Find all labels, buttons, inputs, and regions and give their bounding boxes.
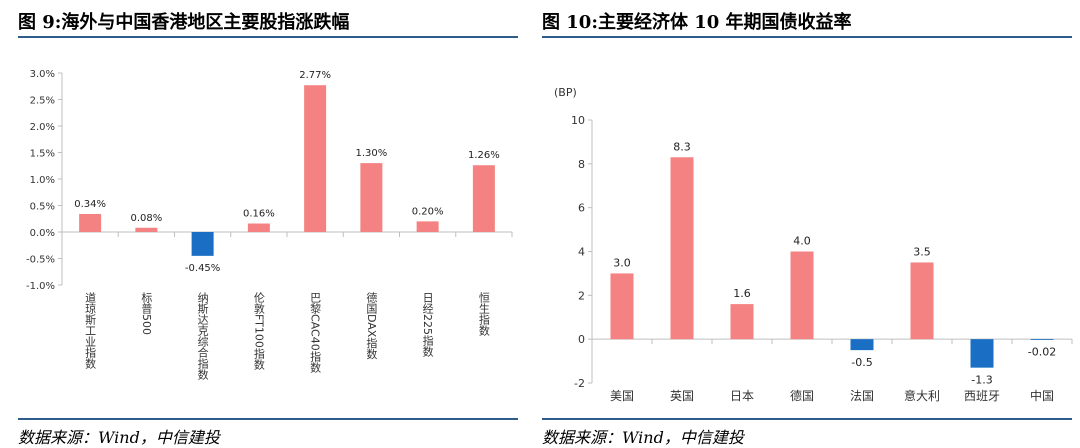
data-label: 3.5 xyxy=(913,245,931,258)
x-category-label: 意大利 xyxy=(904,388,940,403)
y-tick-label: 1.0% xyxy=(30,175,55,186)
x-category-label: 法国 xyxy=(850,389,874,403)
bar xyxy=(191,232,214,256)
left-footer-rule xyxy=(18,418,518,420)
bar xyxy=(79,213,102,232)
y-tick-label: 2.0% xyxy=(30,122,55,133)
data-label: -0.45% xyxy=(185,263,220,274)
bar xyxy=(472,165,495,232)
bar xyxy=(610,273,634,340)
x-category-label: 西班牙 xyxy=(964,389,1000,403)
bar xyxy=(910,262,934,340)
right-chart-title: 图 10:主要经济体 10 年期国债收益率 xyxy=(542,12,852,33)
x-category-label: 德国DAX指数 xyxy=(365,291,378,360)
data-label: 1.6 xyxy=(733,287,751,300)
x-category-label: 标普500 xyxy=(140,291,153,335)
y-tick-label: 0.5% xyxy=(30,202,55,213)
y-tick-label: 2 xyxy=(578,289,585,302)
bar xyxy=(135,227,158,232)
data-label: 2.77% xyxy=(299,70,331,81)
y-tick-label: 8 xyxy=(578,158,585,171)
bar xyxy=(247,223,270,232)
data-label: 3.0 xyxy=(613,256,631,269)
data-label: -0.02 xyxy=(1028,346,1056,359)
y-tick-label: 0.0% xyxy=(30,228,55,239)
data-label: 0.16% xyxy=(243,209,275,220)
data-label: -0.5 xyxy=(851,356,872,369)
x-category-label: 美国 xyxy=(610,389,634,403)
bar xyxy=(416,221,439,232)
y-tick-label: 2.5% xyxy=(30,96,55,107)
data-label: 1.26% xyxy=(468,150,500,161)
x-category-label: 中国 xyxy=(1030,388,1054,403)
right-source-note: 数据来源：Wind，中信建投 xyxy=(542,428,744,447)
bar xyxy=(850,339,874,351)
y-tick-label: 0 xyxy=(578,333,585,346)
y-tick-label: 3.0% xyxy=(30,69,55,80)
x-category-label: 德国 xyxy=(790,388,814,403)
y-tick-label: 4 xyxy=(578,246,585,259)
y-tick-label: 10 xyxy=(571,114,585,127)
x-category-label: 伦敦FT100指数 xyxy=(252,291,265,371)
bar xyxy=(970,339,994,368)
x-category-label: 日本 xyxy=(730,389,754,403)
data-label: -1.3 xyxy=(971,374,992,387)
data-label: 1.30% xyxy=(355,148,387,159)
left-source-note: 数据来源：Wind，中信建投 xyxy=(18,428,220,447)
bar xyxy=(304,85,327,232)
x-category-label: 日经225指数 xyxy=(421,292,434,358)
y-tick-label: -0.5% xyxy=(26,255,55,266)
x-category-label: 英国 xyxy=(670,389,694,403)
bar xyxy=(790,251,814,340)
left-chart-title: 图 9:海外与中国香港地区主要股指涨跌幅 xyxy=(18,12,350,33)
y-tick-label: 1.5% xyxy=(30,149,55,160)
data-label: 4.0 xyxy=(793,235,811,248)
left-bar-chart: 3.0% 2.5% 2.0% 1.5% 1.0% 0.5% 0.0% -0.5% -1.0% 0.… xyxy=(26,69,513,381)
right-bar-chart: 10 8 6 4 2 0 -2 (BP) 3.0 美国 8.3 英国 1.6 日本 4.0 德国 -0.5 法国 3… xyxy=(554,86,1073,403)
y-tick-label: -2 xyxy=(574,377,585,390)
left-title-rule xyxy=(18,36,518,38)
data-label: 0.08% xyxy=(130,213,162,224)
bar xyxy=(1030,339,1054,340)
y-tick-label: 6 xyxy=(578,202,585,215)
right-title-rule xyxy=(542,36,1072,38)
bar xyxy=(360,163,383,232)
y-axis-unit-label: (BP) xyxy=(554,86,577,99)
y-tick-label: -1.0% xyxy=(26,281,55,292)
data-label: 0.20% xyxy=(412,206,444,217)
data-label: 0.34% xyxy=(74,199,106,210)
bar xyxy=(670,157,694,340)
bar xyxy=(730,304,754,340)
x-category-label: 道琼斯工业指数 xyxy=(84,291,97,370)
x-category-label: 纳斯达克综合指数 xyxy=(196,292,209,381)
x-category-label: 巴黎CAC40指数 xyxy=(309,292,322,373)
data-label: 8.3 xyxy=(673,140,691,153)
x-category-label: 恒生指数 xyxy=(477,292,490,337)
right-footer-rule xyxy=(542,418,1072,420)
